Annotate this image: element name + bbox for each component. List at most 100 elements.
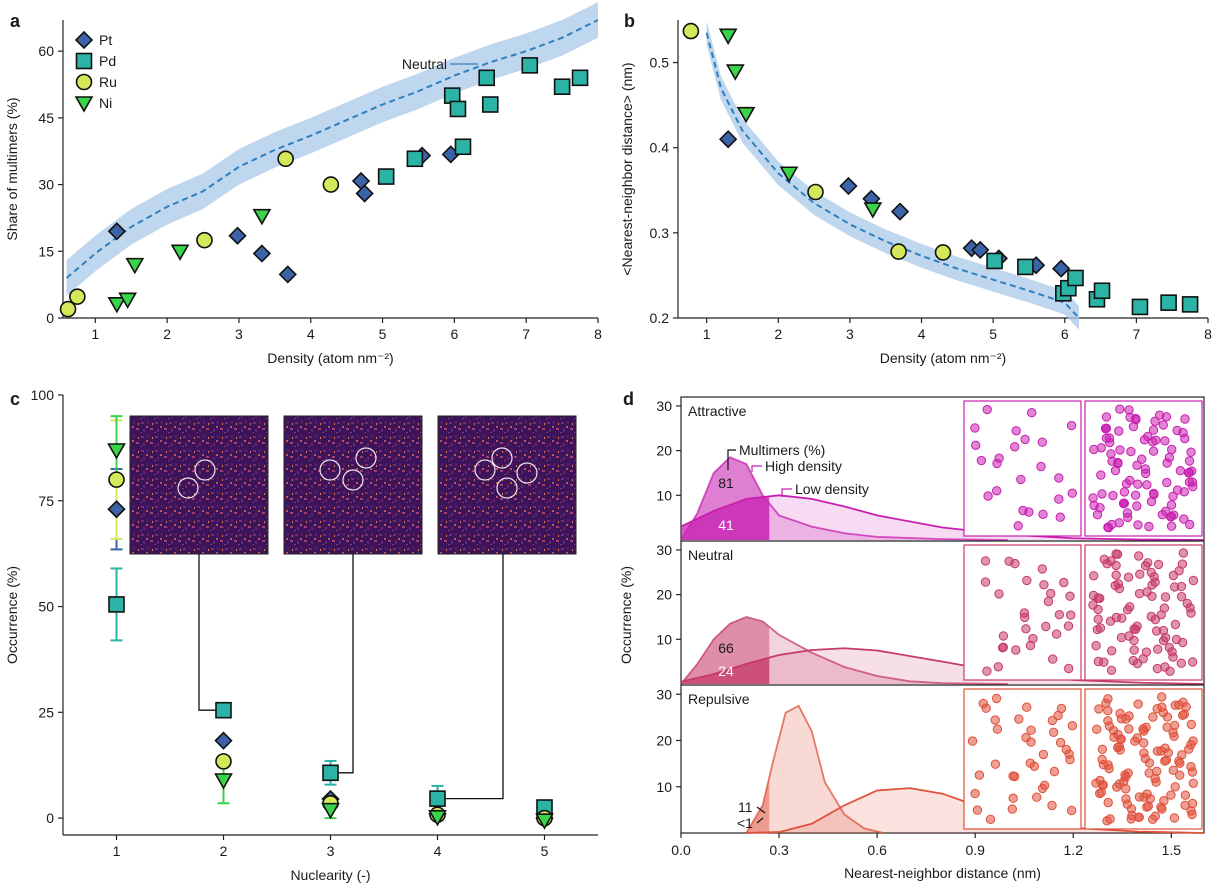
particle <box>1158 625 1169 636</box>
particle <box>1130 490 1141 500</box>
neutral-band <box>706 20 1080 330</box>
neutral-mean-line <box>705 32 1080 319</box>
particle <box>1059 577 1069 588</box>
particle <box>1099 657 1109 667</box>
low-density-curve <box>680 494 1205 541</box>
y-tick-label: 45 <box>38 110 54 126</box>
neutral-band <box>66 2 599 296</box>
particle <box>982 666 992 676</box>
particle <box>1032 792 1042 802</box>
particle <box>1108 490 1118 501</box>
particle <box>1144 758 1155 768</box>
particle <box>1174 700 1184 710</box>
particle <box>1184 456 1195 466</box>
point-pd <box>1181 296 1199 313</box>
particle <box>1054 610 1065 620</box>
x-axis-label: Nearest-neighbor distance (nm) <box>844 865 1041 881</box>
particle <box>1121 479 1132 489</box>
particle <box>1123 572 1134 582</box>
particle <box>1175 770 1185 780</box>
particle <box>1026 737 1036 747</box>
particle <box>994 453 1004 463</box>
legend-label-pt: Pt <box>99 32 112 48</box>
particle <box>1111 570 1121 580</box>
particle <box>1185 603 1195 613</box>
particle <box>1166 790 1176 800</box>
particle <box>983 491 993 501</box>
particle <box>1025 640 1036 651</box>
point-ni <box>718 28 738 45</box>
inset-leader-line <box>437 554 504 800</box>
point-pd <box>1017 258 1034 276</box>
legend-label-ru: Ru <box>99 74 117 90</box>
axes-b: 1 2 3 4 5 6 7 8 0.2 0.3 0.4 0.5 Density (atom nm⁻²) <… <box>619 11 1212 366</box>
x-tick-label: 0.3 <box>769 842 789 858</box>
particle <box>1184 467 1195 478</box>
particle <box>976 455 987 466</box>
particle <box>1138 654 1148 664</box>
annotation-high-density: High density <box>765 458 842 474</box>
atom-circle <box>516 462 538 484</box>
particle <box>1097 489 1107 499</box>
particle <box>1119 487 1130 497</box>
y-tick-label: 0 <box>46 310 54 326</box>
particle <box>1178 428 1188 438</box>
particle <box>1093 604 1103 615</box>
y-tick-label: 60 <box>38 43 54 59</box>
atom-circle <box>496 477 518 499</box>
legend-marker-pt <box>74 30 94 50</box>
particle <box>1186 806 1196 816</box>
y-tick-label: 0.2 <box>650 310 670 326</box>
particle <box>1111 549 1121 559</box>
particle <box>1106 449 1116 459</box>
particle <box>972 805 983 815</box>
particle <box>1115 745 1125 755</box>
point-ru <box>807 183 824 201</box>
high-density-percent: 11 <box>738 799 753 815</box>
particle <box>1162 458 1172 468</box>
point-pd <box>108 596 125 613</box>
particle <box>1038 749 1049 760</box>
high-density-percent: 66 <box>718 640 734 656</box>
particle <box>998 631 1009 641</box>
particle <box>1107 646 1117 656</box>
particle <box>980 556 991 566</box>
legend-marker-ru <box>75 73 93 91</box>
particle <box>1134 812 1144 822</box>
point-ru <box>59 300 77 318</box>
point-ni <box>107 296 127 314</box>
particle <box>1133 479 1143 489</box>
x-tick-label: 1 <box>91 326 99 342</box>
particle <box>1144 521 1154 532</box>
particle <box>1121 794 1131 804</box>
particle <box>1104 433 1115 443</box>
x-tick-label: 5 <box>541 843 549 859</box>
y-tick-label: 30 <box>656 686 672 702</box>
particle <box>1160 436 1170 446</box>
particle <box>1116 632 1127 643</box>
x-tick-label: 6 <box>1061 326 1069 342</box>
legend-label-ni: Ni <box>99 95 112 111</box>
y-tick-label: 100 <box>31 387 55 403</box>
particle <box>1132 460 1142 470</box>
annotation-multimers: Multimers (%) <box>739 442 825 458</box>
low-density-curve <box>746 787 1205 834</box>
point-pt <box>890 202 910 221</box>
particle <box>1121 784 1131 794</box>
x-tick-label: 1 <box>113 843 121 859</box>
particle <box>1111 560 1121 571</box>
high-density-multimer-area <box>746 777 770 833</box>
particle <box>1166 500 1177 510</box>
high-density-percent: 81 <box>718 475 734 491</box>
particle <box>1134 551 1144 561</box>
low-density-curve <box>680 647 1205 685</box>
particle <box>1150 416 1160 426</box>
particle <box>985 814 996 824</box>
y-tick-label: 10 <box>656 631 672 647</box>
point-ru <box>215 753 232 770</box>
point-ni <box>428 810 447 827</box>
particle <box>1101 412 1112 422</box>
particle <box>1180 414 1190 424</box>
subpanel-neutral: 10 20 30 Neutral 66 24 <box>656 540 1205 685</box>
particle <box>1103 706 1113 716</box>
